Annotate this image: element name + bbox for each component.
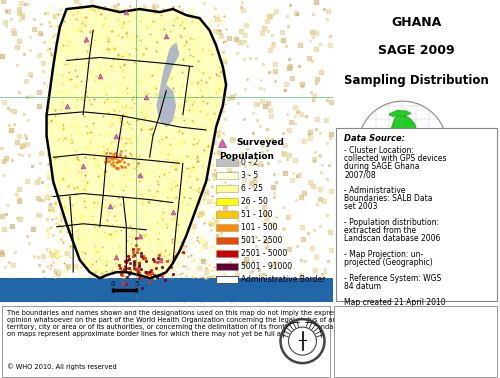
Circle shape <box>288 327 316 355</box>
Bar <box>216 250 238 257</box>
Bar <box>216 198 238 205</box>
Bar <box>216 276 238 283</box>
Text: - Reference System: WGS: - Reference System: WGS <box>344 274 442 283</box>
Text: 0 - 2: 0 - 2 <box>241 158 258 167</box>
Text: - Cluster Location:: - Cluster Location: <box>344 146 414 155</box>
Text: 3 - 5: 3 - 5 <box>241 171 258 180</box>
Bar <box>216 237 238 244</box>
Text: 6 - 25: 6 - 25 <box>241 184 263 193</box>
Text: projected (Geographic): projected (Geographic) <box>344 258 433 267</box>
Text: 5: 5 <box>134 281 138 287</box>
Polygon shape <box>389 113 416 174</box>
FancyBboxPatch shape <box>336 128 496 301</box>
Bar <box>216 211 238 218</box>
Bar <box>216 172 238 179</box>
Bar <box>216 263 238 270</box>
Text: 2501 - 5000: 2501 - 5000 <box>241 249 288 258</box>
Bar <box>216 185 238 192</box>
Bar <box>0 278 332 302</box>
Text: Landscan database 2006: Landscan database 2006 <box>344 234 440 243</box>
Polygon shape <box>389 110 411 117</box>
Text: SAGE 2009: SAGE 2009 <box>378 45 454 57</box>
Text: 2007/08: 2007/08 <box>344 170 376 179</box>
Text: during SAGE Ghana: during SAGE Ghana <box>344 162 420 171</box>
Text: Data Source:: Data Source: <box>344 134 405 143</box>
Text: The boundaries and names shown and the designations used on this map do not impl: The boundaries and names shown and the d… <box>6 310 390 337</box>
Text: collected with GPS devices: collected with GPS devices <box>344 154 446 163</box>
Circle shape <box>358 101 447 190</box>
Circle shape <box>280 319 324 363</box>
Text: Ghana: Ghana <box>404 140 420 145</box>
Text: Administrative Border: Administrative Border <box>241 275 326 284</box>
Text: - Map Projection: un-: - Map Projection: un- <box>344 250 424 259</box>
Text: 84 datum: 84 datum <box>344 282 381 291</box>
Text: Surveyed: Surveyed <box>236 138 284 147</box>
FancyBboxPatch shape <box>334 306 496 376</box>
Text: Boundaries: SALB Data: Boundaries: SALB Data <box>344 194 432 203</box>
Text: 101 - 500: 101 - 500 <box>241 223 278 232</box>
Bar <box>216 159 238 166</box>
Text: © WHO 2010. All rights reserved: © WHO 2010. All rights reserved <box>6 363 116 370</box>
Text: GHANA: GHANA <box>391 16 442 29</box>
Text: 51 - 100: 51 - 100 <box>241 210 273 219</box>
Polygon shape <box>46 6 226 278</box>
Text: 5001 - 91000: 5001 - 91000 <box>241 262 292 271</box>
Text: 0: 0 <box>111 281 116 287</box>
Text: 26 - 50: 26 - 50 <box>241 197 268 206</box>
Text: 501 - 2500: 501 - 2500 <box>241 236 282 245</box>
Text: Population: Population <box>220 152 274 161</box>
Text: - Population distribution:: - Population distribution: <box>344 218 439 227</box>
Bar <box>216 224 238 231</box>
Text: extracted from the: extracted from the <box>344 226 416 235</box>
Polygon shape <box>156 42 180 127</box>
FancyBboxPatch shape <box>2 306 330 376</box>
Text: - Administrative: - Administrative <box>344 186 406 195</box>
Text: Map created 21 April 2010: Map created 21 April 2010 <box>344 298 446 307</box>
Text: set 2003: set 2003 <box>344 202 378 211</box>
Text: Sampling Distribution: Sampling Distribution <box>344 74 488 87</box>
